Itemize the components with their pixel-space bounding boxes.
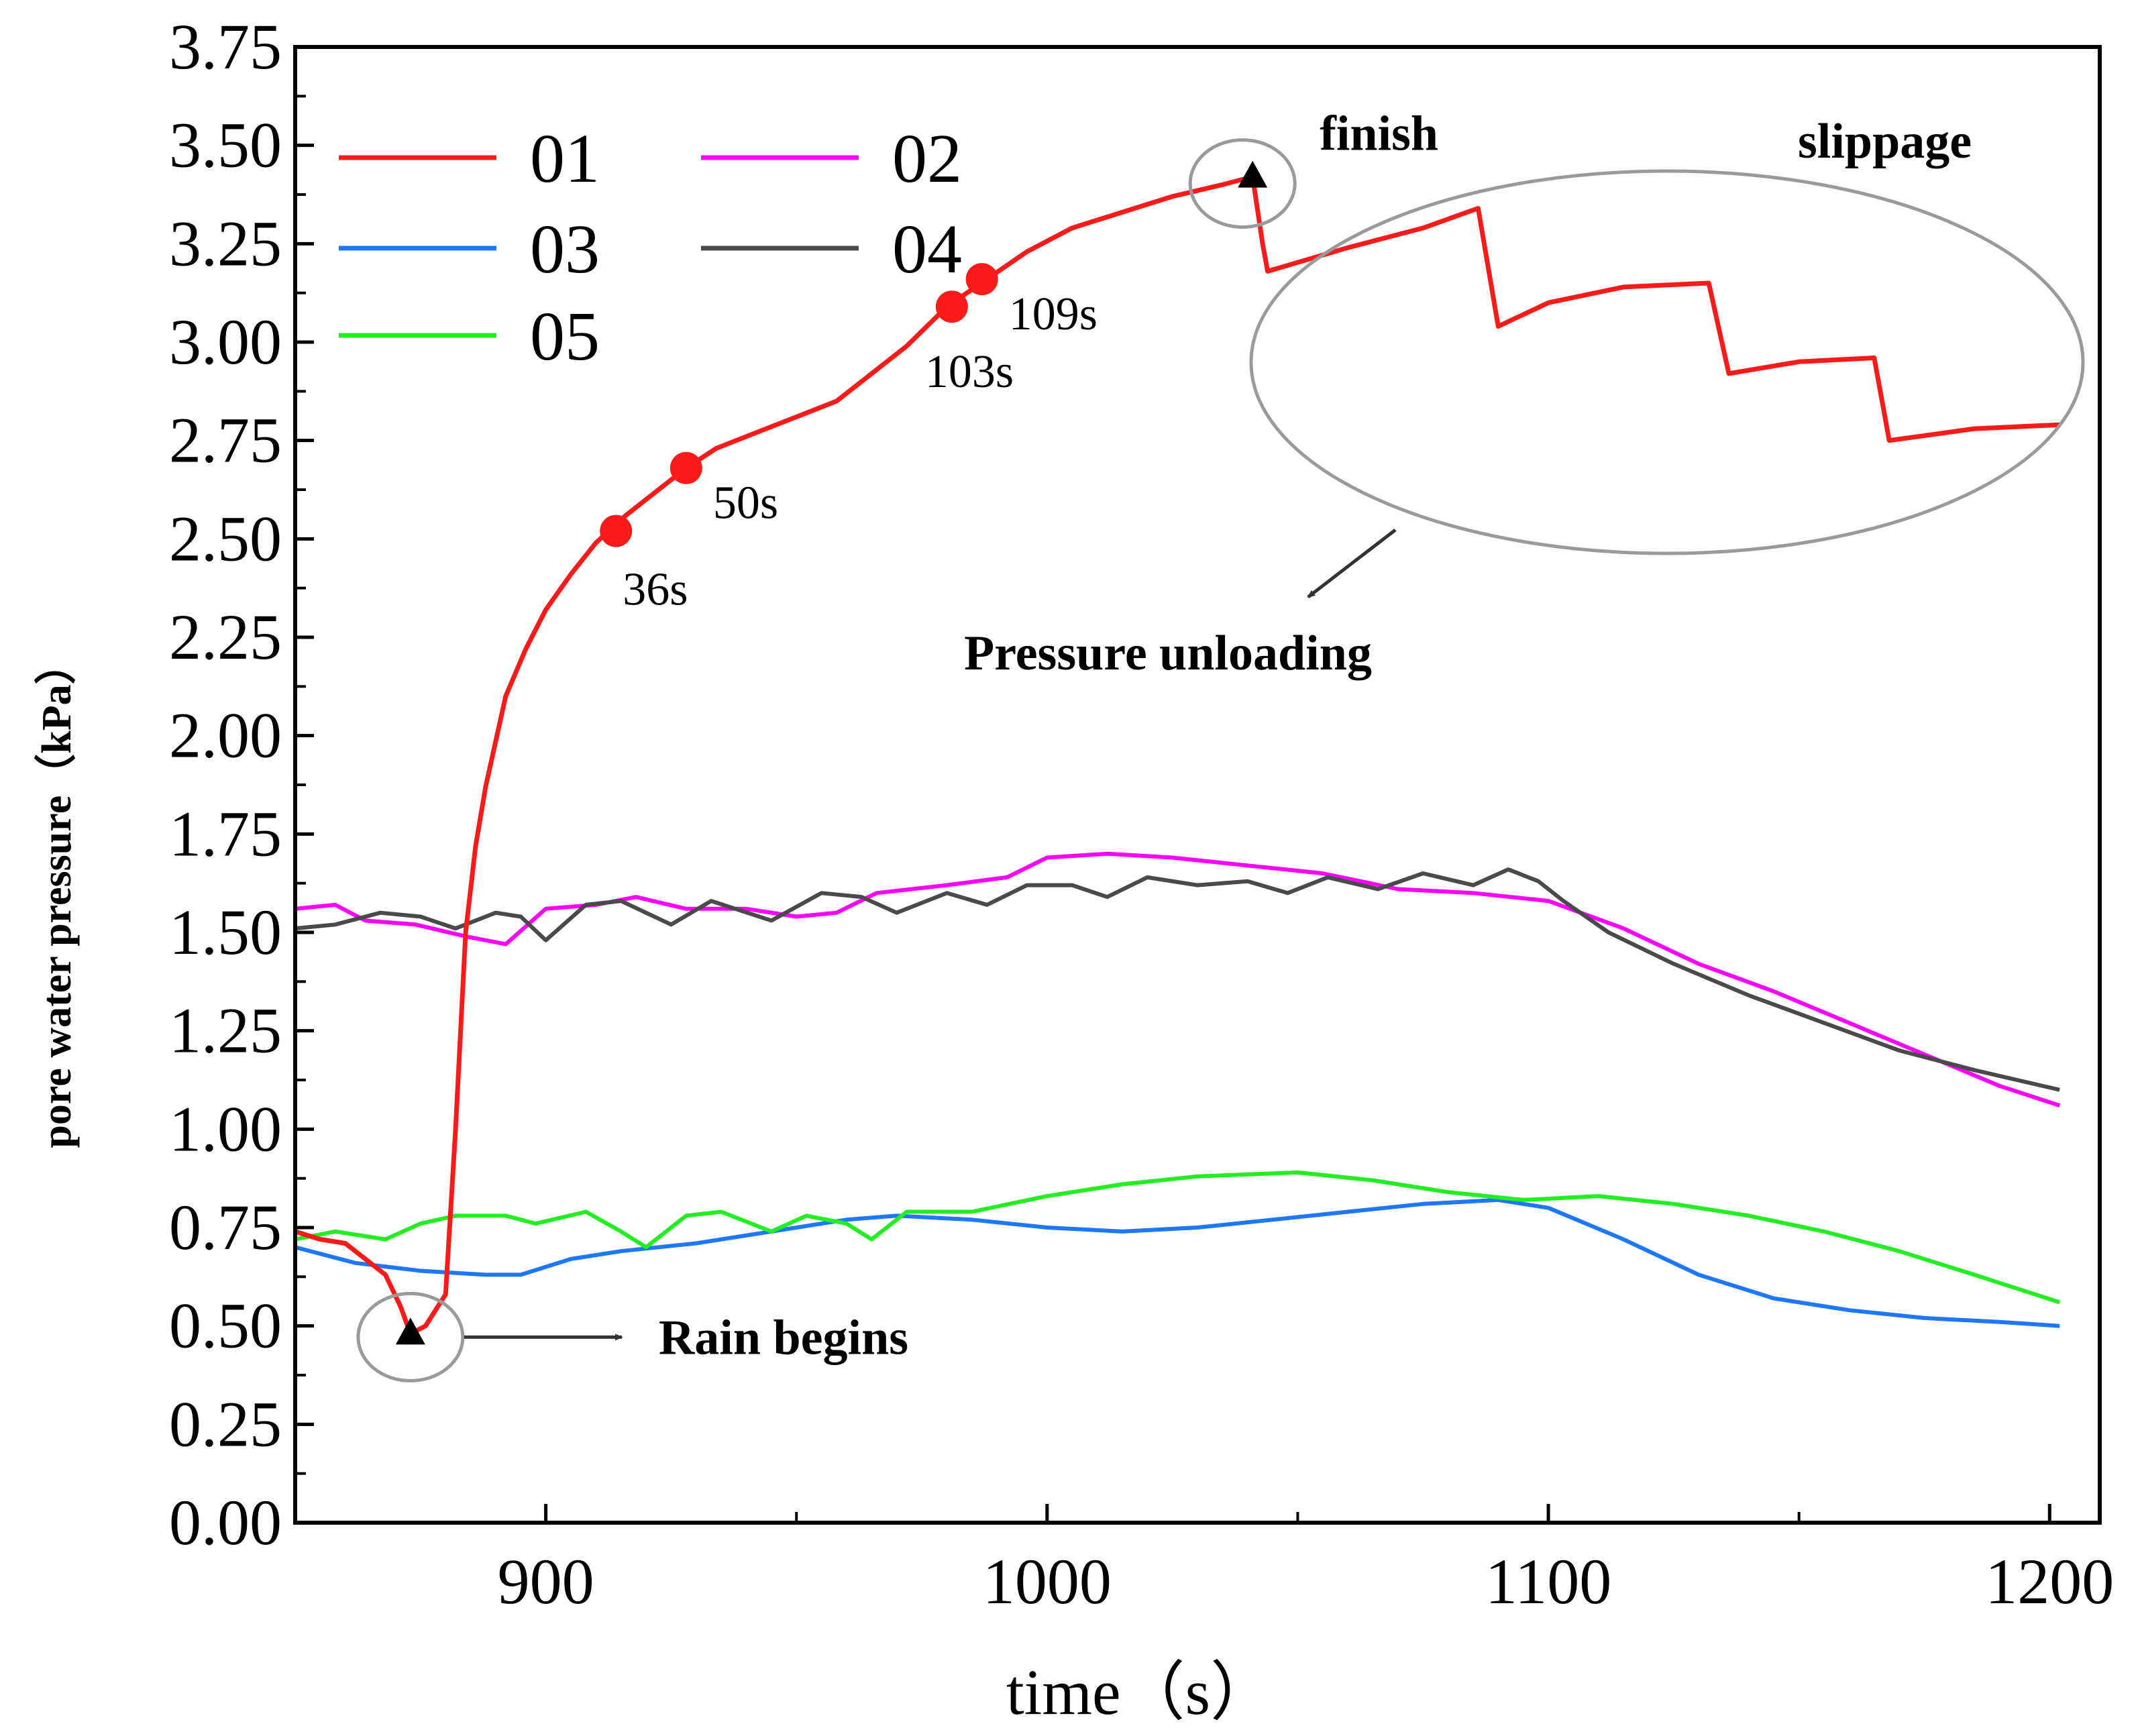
marked-point-label: 109s: [1009, 288, 1098, 340]
y-tick-label: 0.00: [169, 1486, 282, 1558]
x-tick-label: 1200: [1985, 1545, 2114, 1617]
rain-circle: [356, 1291, 465, 1382]
rain-begins-label: Rain begins: [659, 1310, 908, 1365]
y-tick-label: 1.00: [169, 1093, 282, 1164]
y-tick-label: 1.75: [169, 798, 282, 869]
legend-label-01: 01: [530, 120, 600, 197]
series-line-03: [295, 1197, 2060, 1328]
marked-point: [935, 290, 968, 323]
y-tick-label: 2.25: [169, 601, 282, 673]
marked-point: [670, 451, 702, 484]
y-tick-label: 0.50: [169, 1290, 282, 1362]
series-line-02: [295, 851, 2061, 1107]
y-tick-label: 1.50: [169, 896, 282, 968]
rain-triangle-marker: [395, 1317, 425, 1345]
y-tick-label: 2.50: [169, 502, 282, 574]
x-tick-label: 900: [498, 1545, 594, 1617]
finish-label: finish: [1320, 107, 1438, 162]
legend-label-02: 02: [892, 120, 962, 197]
slippage-ellipse: [1249, 169, 2085, 555]
y-tick-label: 1.25: [169, 995, 282, 1067]
y-tick-label: 2.75: [169, 404, 282, 476]
finish-triangle-marker: [1238, 160, 1268, 188]
y-tick-label: 3.75: [169, 11, 282, 83]
pressure-unloading-label: Pressure unloading: [964, 626, 1372, 681]
marked-point: [600, 514, 633, 547]
y-tick-label: 2.00: [169, 700, 282, 771]
legend-label-05: 05: [530, 298, 600, 375]
legend-label-03: 03: [530, 211, 600, 288]
series-line-05: [295, 1170, 2061, 1305]
marked-point-label: 36s: [623, 564, 688, 616]
y-tick-label: 0.75: [169, 1191, 282, 1263]
x-tick-label: 1000: [983, 1545, 1112, 1617]
y-tick-label: 3.50: [169, 109, 282, 181]
legend-label-04: 04: [892, 211, 962, 288]
y-tick-label: 3.25: [169, 207, 282, 279]
x-axis-title: time（s）: [1006, 1656, 1275, 1728]
series-line-04: [295, 867, 2060, 1092]
marked-point-label: 103s: [925, 346, 1014, 398]
y-tick-label: 0.25: [169, 1388, 282, 1460]
marked-point: [965, 263, 998, 296]
x-tick-label: 1100: [1485, 1545, 1611, 1617]
series-line-01: [294, 174, 2060, 1336]
marked-point-label: 50s: [713, 478, 778, 529]
y-tick-label: 3.00: [169, 306, 282, 378]
unloading-arrow: [1307, 529, 1397, 598]
y-axis-title: pore water pressure（kPa）: [33, 643, 80, 1148]
slippage-label: slippage: [1798, 114, 1972, 169]
finish-circle: [1188, 138, 1297, 229]
